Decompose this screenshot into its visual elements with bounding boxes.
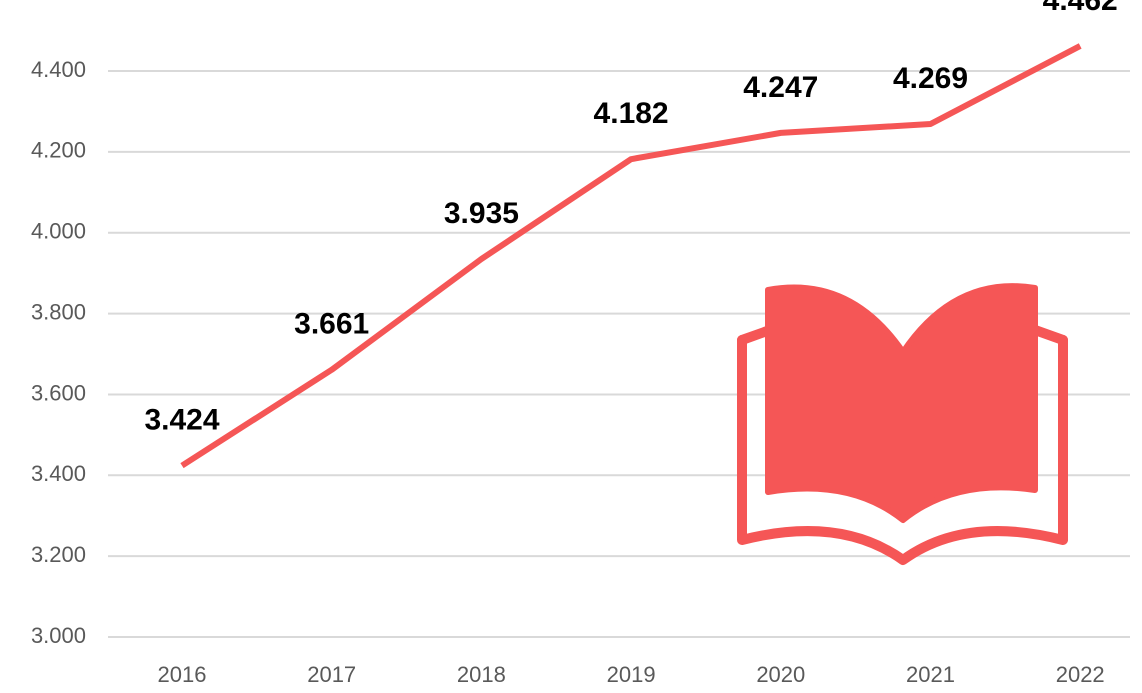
data-label: 3.935: [444, 197, 519, 230]
x-tick-label: 2017: [307, 662, 356, 687]
data-label: 4.462: [1043, 0, 1118, 17]
x-tick-label: 2018: [457, 662, 506, 687]
y-tick-label: 4.400: [31, 57, 86, 82]
data-label: 4.269: [893, 62, 968, 95]
data-label: 4.182: [594, 97, 669, 130]
x-tick-label: 2019: [607, 662, 656, 687]
y-tick-label: 4.000: [31, 219, 86, 244]
y-tick-label: 3.000: [31, 623, 86, 648]
x-tick-label: 2021: [906, 662, 955, 687]
y-tick-label: 3.600: [31, 380, 86, 405]
y-tick-label: 4.200: [31, 138, 86, 163]
y-tick-label: 3.200: [31, 542, 86, 567]
x-tick-label: 2022: [1056, 662, 1105, 687]
x-tick-label: 2020: [756, 662, 805, 687]
book-icon: [737, 283, 1068, 565]
x-tick-label: 2016: [158, 662, 207, 687]
data-label: 4.247: [743, 71, 818, 104]
y-tick-label: 3.800: [31, 299, 86, 324]
data-label: 3.424: [144, 404, 219, 437]
data-line: [180, 43, 1082, 469]
data-label: 3.661: [294, 308, 369, 341]
y-tick-label: 3.400: [31, 461, 86, 486]
